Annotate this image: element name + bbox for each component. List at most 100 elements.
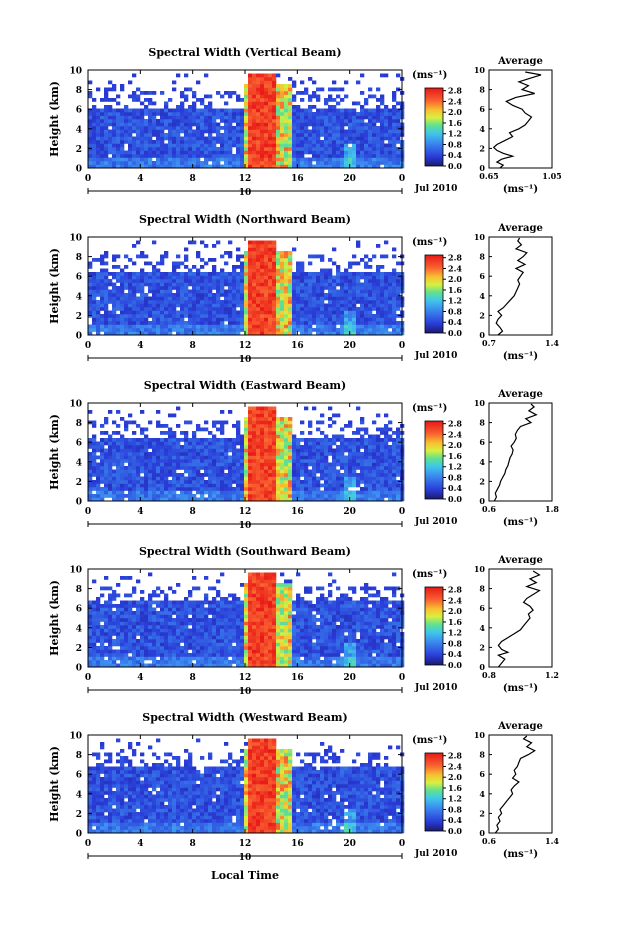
- heatmap-cell: [348, 289, 353, 294]
- heatmap-cell: [340, 272, 345, 276]
- heatmap-cell: [332, 289, 337, 294]
- heatmap-cell: [272, 459, 277, 463]
- heatmap-cell: [100, 473, 105, 477]
- average-y-tick-label: 0: [479, 330, 485, 340]
- heatmap-cell: [292, 164, 297, 169]
- heatmap-cell: [196, 289, 201, 294]
- heatmap-cell: [104, 296, 109, 301]
- heatmap-cell: [268, 441, 273, 446]
- heatmap-cell: [136, 441, 141, 446]
- heatmap-cell: [396, 164, 401, 169]
- heatmap-cell: [116, 480, 121, 484]
- heatmap-cell: [348, 420, 353, 425]
- heatmap-cell: [388, 462, 393, 467]
- heatmap-cell: [88, 136, 93, 141]
- heatmap-cell: [212, 441, 217, 446]
- heatmap-cell: [280, 251, 285, 255]
- heatmap-cell: [264, 417, 269, 421]
- heatmap-cell: [320, 431, 325, 435]
- heatmap-cell: [368, 119, 373, 123]
- heatmap-cell: [388, 147, 393, 151]
- heatmap-cell: [88, 133, 93, 137]
- heatmap-cell: [164, 469, 169, 474]
- heatmap-cell: [160, 448, 165, 453]
- heatmap-cell: [252, 157, 257, 162]
- heatmap-cell: [192, 279, 197, 283]
- heatmap-cell: [176, 154, 181, 158]
- heatmap-cell: [196, 279, 201, 283]
- average-y-tick-label: 0: [479, 163, 485, 173]
- heatmap-cell: [308, 476, 313, 481]
- heatmap-cell: [308, 140, 313, 144]
- heatmap-cell: [380, 133, 385, 137]
- heatmap-cell: [168, 303, 173, 308]
- heatmap-cell: [324, 466, 329, 470]
- heatmap-cell: [128, 150, 133, 155]
- heatmap-cell: [292, 321, 297, 325]
- heatmap-cell: [260, 261, 265, 266]
- heatmap-cell: [92, 279, 97, 283]
- heatmap-cell: [364, 324, 369, 329]
- heatmap-cell: [364, 164, 369, 169]
- heatmap-cell: [244, 143, 249, 148]
- heatmap-cell: [356, 126, 361, 130]
- heatmap-cell: [288, 94, 293, 99]
- heatmap-cell: [364, 321, 369, 325]
- heatmap-cell: [196, 108, 201, 113]
- heatmap-cell: [376, 445, 381, 449]
- heatmap-cell: [396, 150, 401, 155]
- heatmap-cell: [360, 420, 365, 425]
- heatmap-cell: [176, 143, 181, 148]
- heatmap-cell: [296, 289, 301, 294]
- heatmap-cell: [136, 445, 141, 449]
- heatmap-cell: [360, 480, 365, 484]
- heatmap-cell: [200, 314, 205, 318]
- heatmap-cell: [144, 119, 149, 123]
- heatmap-cell: [152, 448, 157, 453]
- heatmap-cell: [268, 265, 273, 269]
- heatmap-cell: [344, 161, 349, 165]
- heatmap-cell: [128, 494, 133, 498]
- heatmap-cell: [92, 164, 97, 169]
- heatmap-cell: [304, 133, 309, 137]
- heatmap-cell: [108, 161, 113, 165]
- heatmap-cell: [296, 445, 301, 449]
- heatmap-cell: [256, 94, 261, 99]
- heatmap-cell: [188, 126, 193, 130]
- heatmap-cell: [92, 108, 97, 113]
- heatmap-cell: [272, 406, 277, 411]
- heatmap-cell: [136, 133, 141, 137]
- heatmap-cell: [356, 143, 361, 148]
- heatmap-cell: [184, 431, 189, 435]
- heatmap-cell: [308, 143, 313, 148]
- heatmap-cell: [280, 487, 285, 491]
- heatmap-cell: [200, 473, 205, 477]
- heatmap-cell: [360, 286, 365, 290]
- heatmap-cell: [268, 268, 273, 273]
- heatmap-cell: [284, 136, 289, 141]
- heatmap-cell: [240, 452, 245, 456]
- heatmap-cell: [176, 497, 181, 502]
- heatmap-cell: [284, 293, 289, 297]
- heatmap-cell: [108, 441, 113, 446]
- heatmap-cell: [108, 129, 113, 134]
- heatmap-cell: [132, 431, 137, 435]
- heatmap-cell: [336, 293, 341, 297]
- heatmap-cell: [232, 476, 237, 481]
- heatmap-cell: [356, 133, 361, 137]
- heatmap-cell: [200, 296, 205, 301]
- heatmap-cell: [124, 466, 129, 470]
- heatmap-cell: [152, 438, 157, 442]
- heatmap-cell: [204, 147, 209, 151]
- heatmap-cell: [372, 286, 377, 290]
- heatmap-cell: [144, 275, 149, 280]
- heatmap-cell: [176, 164, 181, 169]
- heatmap-cell: [392, 431, 397, 435]
- heatmap-cell: [372, 480, 377, 484]
- heatmap-cell: [108, 300, 113, 304]
- heatmap-cell: [136, 140, 141, 144]
- heatmap-cell: [172, 317, 177, 322]
- heatmap-cell: [136, 317, 141, 322]
- colorbar-tick-label: 0.0: [448, 328, 462, 338]
- heatmap-cell: [196, 122, 201, 127]
